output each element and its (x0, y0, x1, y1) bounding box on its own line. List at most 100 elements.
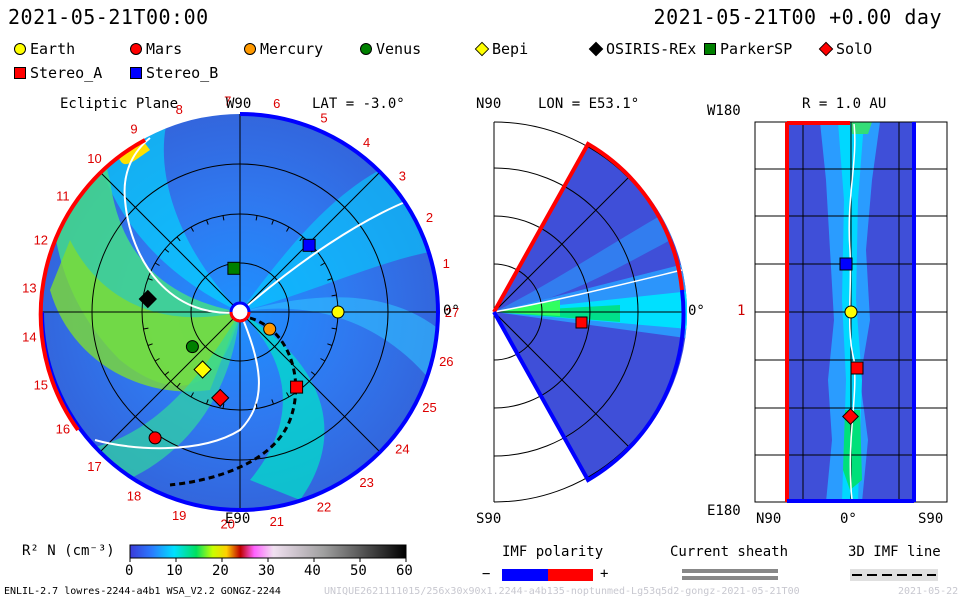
colorbar-tick-20: 20 (212, 563, 229, 579)
radial-earth-marker (844, 305, 858, 319)
earth-marker (331, 305, 345, 319)
orbit-tick (206, 219, 209, 225)
radial-x-label-0: 0° (840, 511, 857, 527)
orbit-tick (331, 327, 337, 330)
radial-panel (754, 121, 948, 503)
orbit-tick (143, 327, 149, 330)
legend-stereo-a: Stereo_A (14, 64, 102, 82)
orbit-tick (271, 219, 274, 225)
orbit-tick (190, 226, 194, 232)
rotation-label: 4 (363, 135, 370, 150)
colorbar-tick-60: 60 (396, 563, 413, 579)
legend-parkersp: ParkerSP (704, 40, 792, 58)
rotation-label: 9 (130, 121, 137, 136)
imf-polarity-title: IMF polarity (502, 544, 604, 560)
stereo-b-marker (302, 238, 316, 252)
orbit-tick (190, 392, 194, 398)
polarity-arc-red (38, 138, 146, 432)
orbit-tick (176, 382, 181, 388)
venus-marker (185, 340, 199, 354)
meridional-right-label: 0° (688, 303, 705, 319)
rotation-label: 23 (359, 475, 373, 490)
rotation-label: 22 (317, 500, 331, 515)
rotation-label: 14 (22, 330, 36, 345)
orbit-tick (154, 358, 160, 362)
orbit-tick (327, 278, 333, 281)
density-colorbar (129, 544, 407, 559)
legend-solo: SolO (818, 40, 872, 58)
venus-circle-icon (360, 43, 372, 55)
rotation-label: 16 (56, 422, 70, 437)
rotation-label: 5 (320, 110, 327, 125)
legend-stereo-b: Stereo_B (130, 64, 218, 82)
rotation-label: 19 (172, 508, 186, 523)
radial-r-label: R = 1.0 AU (802, 96, 887, 112)
legend-mars: Mars (130, 40, 182, 58)
parkersp-marker (227, 261, 241, 275)
bepi-marker (193, 360, 212, 379)
orbit-tick (320, 262, 326, 266)
colorbar-tick-50: 50 (350, 563, 367, 579)
imf-field-lines (94, 137, 411, 450)
rotation-label: 7 (224, 93, 231, 108)
meridional-bottom-label: S90 (476, 511, 502, 527)
imf-polarity-minus: − (482, 566, 491, 582)
orbit-tick (286, 226, 290, 232)
imf-polarity-negative (502, 569, 548, 581)
rotation-label: 25 (422, 400, 436, 415)
footer-run-id: UNIQUE2621111015/256x30x90x1.2244-a4b135… (324, 586, 800, 597)
legend-earth: Earth (14, 40, 75, 58)
legend-osiris-rex: OSIRIS-REx (588, 40, 696, 58)
orbit-tick (222, 215, 225, 221)
imf-polarity-plus: + (600, 566, 609, 582)
ecliptic-objects (138, 238, 345, 445)
timestamp-right: 2021-05-21T00 +0.00 day (653, 5, 942, 29)
legend-venus: Venus (360, 40, 421, 58)
colorbar-tick-30: 30 (258, 563, 275, 579)
imf-polarity-positive (548, 569, 593, 581)
meridional-polarity-red (492, 141, 684, 313)
imf-line-swatch-bg (850, 569, 938, 581)
rotation-label: 13 (22, 280, 36, 295)
legend-mercury: Mercury (244, 40, 323, 58)
meridional-stereo-a-marker (575, 316, 588, 329)
timestamp-left: 2021-05-21T00:00 (8, 5, 209, 29)
rotation-label: 8 (176, 102, 183, 117)
rotation-label: 1 (443, 256, 450, 271)
rotation-label: 12 (34, 233, 48, 248)
radial-bottom-label: E180 (707, 503, 741, 519)
colorbar-tick-0: 0 (125, 563, 134, 579)
ecliptic-bottom-label: E90 (225, 511, 251, 527)
orbit-tick (255, 215, 258, 221)
stereo-b-square-icon (130, 67, 142, 79)
orbit-tick (310, 371, 316, 376)
stereo-a-square-icon (14, 67, 26, 79)
orbit-tick (331, 294, 337, 297)
orbit-tick (147, 278, 153, 281)
radial-x-label-s90: S90 (918, 511, 944, 527)
orbit-tick (222, 403, 225, 409)
orbit-tick (320, 358, 326, 362)
imf-dashed-line (169, 316, 298, 487)
radial-top-label: W180 (707, 103, 741, 119)
colorbar-tick-10: 10 (166, 563, 183, 579)
legend-bepi: Bepi (474, 40, 528, 58)
ecliptic-lat-label: LAT = -3.0° (312, 96, 405, 112)
colorbar-tick-40: 40 (304, 563, 321, 579)
stereo-a-marker (290, 380, 304, 394)
rotation-label: 10 (87, 151, 101, 166)
meridional-lon-label: LON = E53.1° (538, 96, 640, 112)
orbit-tick (176, 236, 181, 242)
radial-solo-marker (842, 408, 859, 425)
orbit-tick (206, 399, 209, 405)
meridional-field-line (493, 269, 683, 313)
orbit-tick (271, 399, 274, 405)
rotation-label: 17 (87, 459, 101, 474)
meridional-panel (492, 121, 688, 503)
meridional-top-label: N90 (476, 96, 502, 112)
footer-date: 2021-05-22 (898, 586, 959, 597)
current-sheath-title: Current sheath (670, 544, 789, 560)
